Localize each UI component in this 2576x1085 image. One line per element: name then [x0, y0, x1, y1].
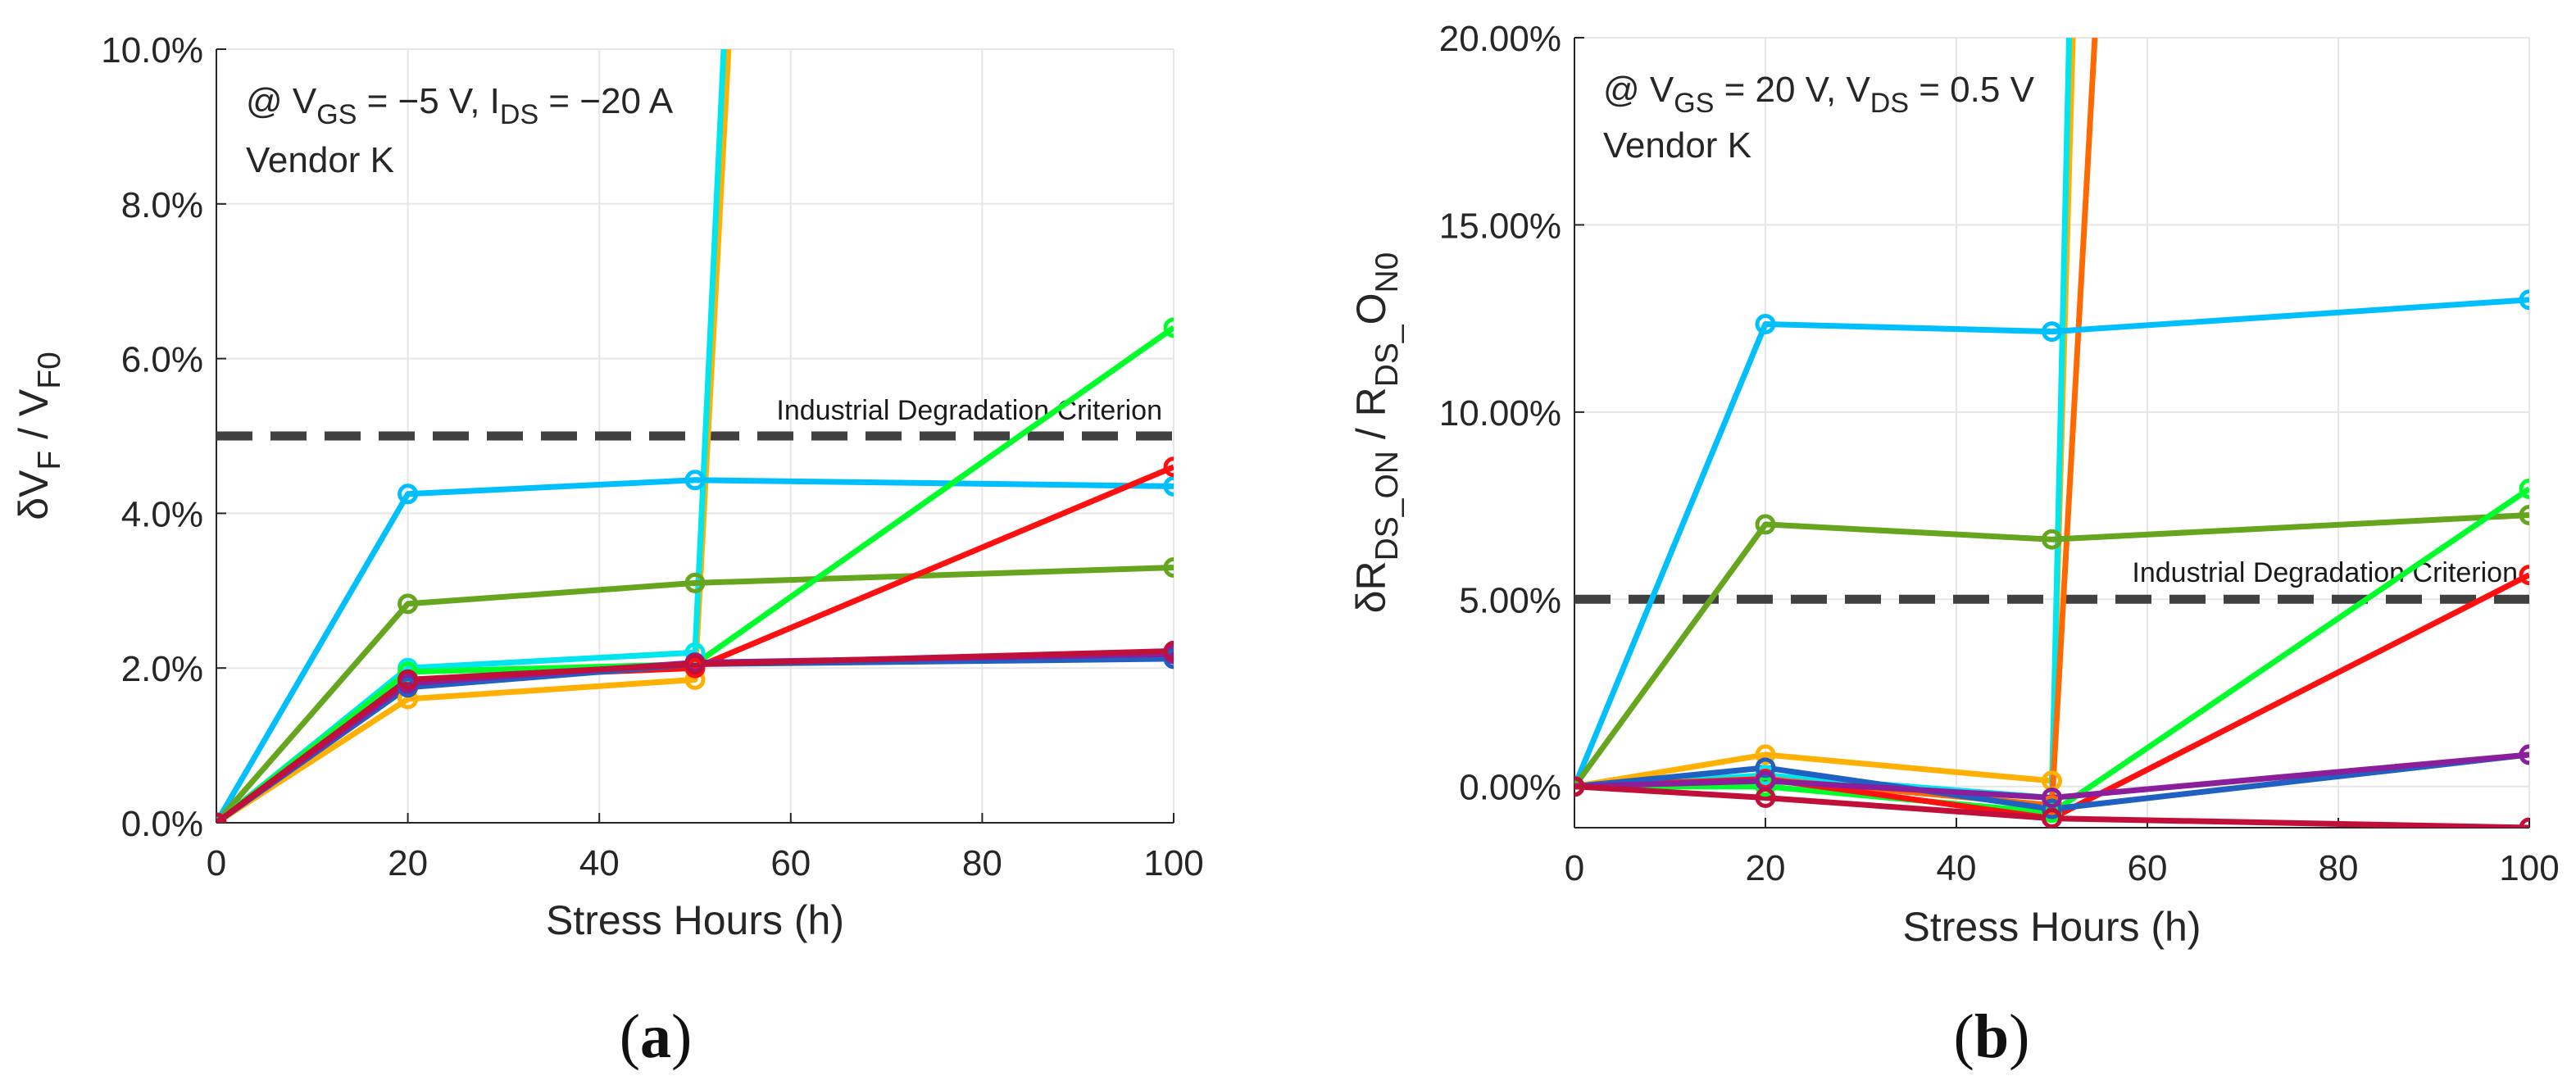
- series-line-9: [216, 647, 1174, 823]
- x-tick-label: 20: [388, 843, 428, 883]
- x-tick-label: 60: [2128, 848, 2168, 888]
- y-tick-label: 10.00%: [1439, 393, 1561, 434]
- series-4-marker: [2042, 321, 2062, 343]
- x-tick-label: 40: [579, 843, 620, 883]
- series-line-4: [1574, 297, 2529, 788]
- x-tick-label: 100: [1143, 843, 1203, 883]
- y-tick-label: 8.0%: [121, 185, 203, 225]
- criterion-label: Industrial Degradation Criterion: [776, 395, 1162, 426]
- y-axis-label: δRDS_ON / RDS_ON0: [1348, 252, 1405, 614]
- series-9-marker: [398, 669, 419, 690]
- x-tick-label: 100: [2499, 848, 2559, 888]
- series-group: [216, 49, 1174, 823]
- series-3-marker: [684, 470, 706, 491]
- series-8-marker: [1755, 757, 1776, 779]
- svg-text:δVF / VF0: δVF / VF0: [11, 352, 67, 520]
- chart-panel-a: 0 20 40 60 80 100 0.0% 2.0% 4.0% 6.0% 8.0% 10.0% Str…: [11, 30, 1204, 1071]
- series-line-3: [216, 477, 1174, 823]
- series-9-marker: [1163, 640, 1174, 661]
- series-6-marker: [2519, 479, 2529, 500]
- series-8-marker: [2042, 798, 2062, 819]
- series-10-marker: [2042, 808, 2062, 828]
- panel-label: (b): [1954, 1002, 2030, 1071]
- series-1-marker: [1755, 744, 1776, 765]
- series-4-marker: [1755, 314, 1776, 335]
- x-tick-label: 0: [207, 843, 226, 883]
- series-line-10: [1574, 783, 2529, 828]
- y-tick-label: 2.0%: [121, 649, 203, 689]
- annotation-line-1: @ VGS = 20 V, VDS = 0.5 V: [1603, 70, 2035, 119]
- series-9-marker: [2519, 744, 2529, 765]
- y-tick-label: 0.0%: [121, 804, 203, 844]
- x-tick-label: 20: [1746, 848, 1786, 888]
- annotation-line-1: @ VGS = −5 V, IDS = −20 A: [246, 81, 674, 130]
- y-tick-label: 4.0%: [121, 494, 203, 534]
- y-tick-label: 10.0%: [101, 30, 203, 70]
- y-axis-label: δVF / VF0: [11, 352, 67, 520]
- y-tick-label: 0.00%: [1459, 768, 1561, 808]
- series-5-marker: [1163, 317, 1174, 338]
- y-tick-label: 15.00%: [1439, 206, 1561, 246]
- series-4-marker: [2519, 289, 2529, 311]
- series-4-marker: [398, 593, 419, 615]
- x-tick-label: 80: [2319, 848, 2359, 888]
- series-group: [1574, 38, 2529, 828]
- series-3-marker: [398, 483, 419, 505]
- x-tick-label: 40: [1937, 848, 1977, 888]
- series-10-marker: [1574, 776, 1585, 797]
- y-tick-label: 5.00%: [1459, 580, 1561, 620]
- series-4-marker: [1163, 556, 1174, 578]
- svg-text:δRDS_ON / RDS_ON0: δRDS_ON / RDS_ON0: [1348, 252, 1405, 614]
- series-9-marker: [684, 653, 706, 674]
- series-line-4: [216, 565, 1174, 823]
- x-tick-label: 0: [1565, 848, 1584, 888]
- x-axis-label: Stress Hours (h): [546, 897, 844, 943]
- criterion-label: Industrial Degradation Criterion: [2132, 557, 2518, 588]
- series-line-9: [1574, 751, 2529, 801]
- series-6-marker: [1163, 456, 1174, 478]
- series-3-marker: [1163, 475, 1174, 497]
- x-tick-label: 80: [962, 843, 1002, 883]
- series-7-marker: [2519, 565, 2529, 586]
- annotation-line-2: Vendor K: [1603, 125, 1751, 166]
- x-tick-label: 60: [770, 843, 811, 883]
- series-9-marker: [2042, 787, 2062, 808]
- series-line-5: [216, 325, 1174, 823]
- y-tick-label: 6.0%: [121, 340, 203, 380]
- series-line-5: [1574, 512, 2529, 788]
- panel-label: (a): [620, 1002, 693, 1071]
- series-line-1: [216, 49, 732, 823]
- annotation-line-2: Vendor K: [246, 140, 394, 180]
- y-tick-label: 20.00%: [1439, 19, 1561, 59]
- series-5-marker: [1755, 514, 1776, 535]
- series-5-marker: [2519, 505, 2529, 526]
- x-axis-label: Stress Hours (h): [1903, 904, 2201, 950]
- series-5-marker: [2042, 529, 2062, 550]
- series-10-marker: [1755, 787, 1776, 808]
- series-4-marker: [684, 572, 706, 593]
- chart-panel-b: 0 20 40 60 80 100 0.00% 5.00% 10.00% 15.00% 20.00%…: [1348, 19, 2560, 1071]
